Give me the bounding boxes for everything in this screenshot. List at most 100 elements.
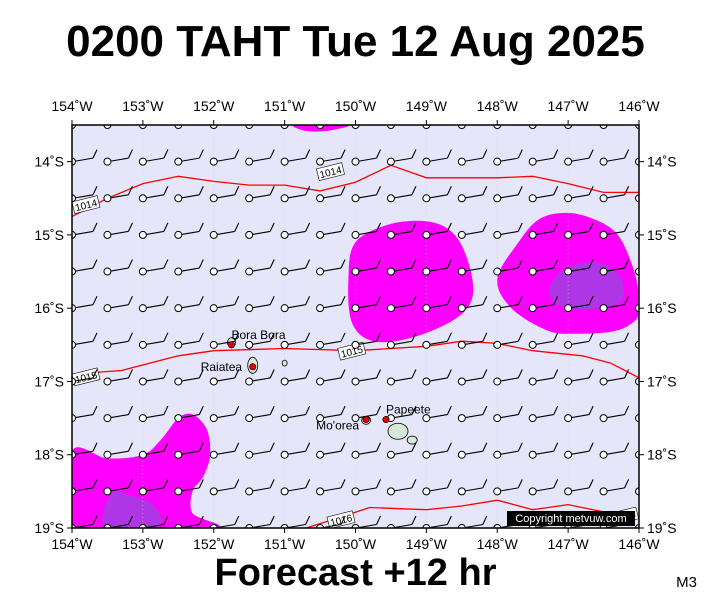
wind-barb: [209, 515, 240, 528]
wind-barb: [72, 186, 98, 203]
wind-barb: [316, 222, 346, 239]
wind-barb: [103, 332, 133, 349]
wind-barb: [351, 442, 381, 459]
lat-tick-label-left: 19˚S: [34, 520, 64, 536]
wind-barb: [635, 487, 639, 496]
wind-barb: [635, 157, 639, 166]
wind-barb: [422, 222, 452, 239]
wind-barb: [103, 259, 133, 276]
wind-barb: [72, 332, 98, 349]
place-marker: [249, 363, 257, 371]
isobar-label-text: 1015: [340, 344, 365, 360]
wind-barb: [103, 125, 112, 129]
wind-barb: [351, 149, 381, 166]
wind-barb: [457, 479, 488, 496]
wind-barb: [528, 479, 559, 496]
axis-ticks: 154˚W 154˚W 153˚W 153˚W 152˚W 152˚W 151˚W 151˚W…: [34, 98, 676, 552]
wind-barb: [209, 222, 240, 239]
wind-barb: [528, 369, 559, 386]
wind-barb: [351, 295, 381, 313]
wind-barb: [316, 515, 346, 528]
wind-barb: [174, 186, 204, 203]
map-title: 0200 TAHT Tue 12 Aug 2025: [66, 17, 645, 66]
wind-barb: [493, 369, 523, 386]
lon-tick-label-top: 152˚W: [193, 98, 235, 114]
wind-barb: [422, 186, 452, 203]
forecast-label: Forecast +12 hr: [214, 552, 497, 594]
wind-barb: [457, 332, 488, 349]
lat-tick-label-right: 17˚S: [647, 373, 677, 389]
wind-barb: [422, 295, 452, 313]
wind-barb: [138, 332, 169, 349]
lon-tick-label-bottom: 150˚W: [335, 536, 377, 552]
wind-barb: [138, 442, 169, 459]
wind-barb: [72, 222, 98, 239]
wind-barb: [245, 442, 275, 459]
wind-barb: [635, 230, 639, 239]
wind-barb: [209, 295, 240, 313]
lon-tick-label-top: 153˚W: [122, 98, 164, 114]
wind-barb: [316, 186, 346, 203]
wind-barb: [635, 194, 639, 203]
lat-tick-label-right: 18˚S: [647, 447, 677, 463]
lat-tick-label-right: 15˚S: [647, 227, 677, 243]
wind-barb: [103, 479, 133, 496]
wind-barb: [72, 369, 98, 386]
wind-barb: [174, 442, 204, 459]
place-label: Papeete: [386, 403, 431, 417]
wind-barb: [316, 405, 346, 423]
wind-barb: [422, 149, 452, 166]
wind-barb: [138, 149, 169, 166]
wind-barb: [72, 125, 76, 129]
wind-barb: [457, 515, 488, 528]
wind-barb: [174, 369, 204, 386]
wind-barb: [280, 369, 311, 386]
lon-tick-label-top: 147˚W: [548, 98, 590, 114]
lon-tick-label-bottom: 151˚W: [264, 536, 306, 552]
wind-barb: [280, 479, 311, 496]
wind-barb: [564, 405, 594, 423]
wind-barb: [245, 125, 254, 129]
wind-barb: [103, 369, 133, 386]
wind-barb: [457, 259, 488, 276]
copyright-text: Copyright metvuw.com: [515, 513, 626, 525]
wind-barb: [316, 332, 346, 349]
wind-barb: [174, 259, 204, 276]
wind-barb: [72, 259, 98, 276]
wind-barb: [635, 304, 639, 313]
lon-tick-label-bottom: 153˚W: [122, 536, 164, 552]
wind-barb: [316, 369, 346, 386]
lon-tick-label-bottom: 146˚W: [618, 536, 660, 552]
wind-barb: [599, 295, 630, 313]
wind-barb: [245, 369, 275, 386]
place-label: Raiatea: [201, 360, 243, 374]
wind-barb: [457, 369, 488, 386]
wind-barb: [103, 186, 133, 203]
wind-barb: [280, 149, 311, 166]
wind-barb: [564, 332, 594, 349]
wind-barb: [528, 259, 559, 276]
wind-barb: [493, 186, 523, 203]
wind-barb: [245, 186, 275, 203]
wind-barb: [280, 515, 311, 528]
place-label: Bora Bora: [231, 328, 285, 342]
wind-barb: [493, 259, 523, 276]
wind-barb: [316, 479, 346, 496]
wind-barb: [280, 186, 311, 203]
wind-barb: [72, 149, 98, 166]
lat-tick-label-right: 16˚S: [647, 300, 677, 316]
wind-barb: [351, 222, 381, 239]
wind-barb: [174, 295, 204, 313]
wind-barb: [635, 125, 639, 129]
wind-barb: [174, 149, 204, 166]
place-label: Mo'orea: [316, 419, 359, 433]
wind-barb: [457, 405, 488, 423]
wind-barb: [635, 340, 639, 349]
wind-barb: [209, 125, 218, 129]
wind-barb: [422, 442, 452, 459]
lon-tick-label-top: 151˚W: [264, 98, 306, 114]
wind-barb: [493, 149, 523, 166]
lon-tick-label-top: 146˚W: [618, 98, 660, 114]
wind-barb: [528, 125, 537, 129]
